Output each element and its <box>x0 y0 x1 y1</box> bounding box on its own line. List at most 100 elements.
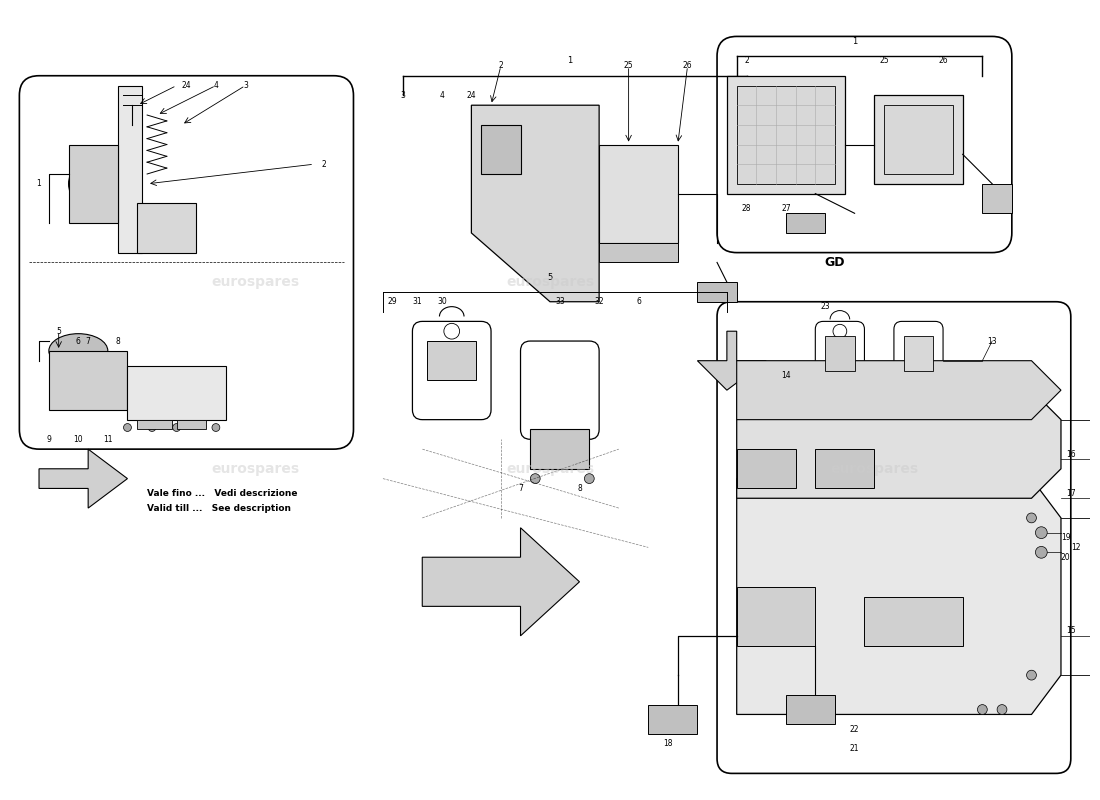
Text: 9: 9 <box>46 435 52 444</box>
Text: 1: 1 <box>36 179 42 188</box>
Bar <box>697 282 737 302</box>
Text: 1: 1 <box>566 57 572 66</box>
Polygon shape <box>697 331 767 390</box>
Polygon shape <box>737 390 1062 498</box>
Text: 25: 25 <box>624 62 634 70</box>
Circle shape <box>584 474 594 483</box>
Bar <box>785 214 825 233</box>
Text: 31: 31 <box>412 298 422 306</box>
Bar <box>904 336 933 370</box>
Text: 2: 2 <box>321 160 327 169</box>
Bar <box>884 106 953 174</box>
Text: 22: 22 <box>850 725 859 734</box>
Text: 21: 21 <box>850 744 859 754</box>
Bar <box>138 420 172 430</box>
Bar <box>648 705 697 734</box>
Bar <box>737 449 795 489</box>
Text: 11: 11 <box>103 435 112 444</box>
Bar <box>128 366 226 420</box>
Text: 12: 12 <box>1071 543 1080 552</box>
Text: 2: 2 <box>745 57 749 66</box>
Bar <box>427 341 476 380</box>
Circle shape <box>155 216 178 240</box>
Text: 26: 26 <box>683 62 692 70</box>
Bar <box>118 86 142 253</box>
Circle shape <box>1035 526 1047 538</box>
Text: 20: 20 <box>1062 553 1070 562</box>
Text: 24: 24 <box>466 91 476 100</box>
Text: 3: 3 <box>243 81 248 90</box>
Polygon shape <box>422 528 580 636</box>
Text: 14: 14 <box>781 371 791 380</box>
Bar <box>982 184 1012 214</box>
Circle shape <box>1026 513 1036 523</box>
Text: 5: 5 <box>548 273 552 282</box>
Circle shape <box>123 423 131 431</box>
Bar <box>737 586 815 646</box>
Text: 17: 17 <box>1066 489 1076 498</box>
Circle shape <box>173 423 180 431</box>
Text: 23: 23 <box>821 302 830 311</box>
Text: 16: 16 <box>1066 450 1076 458</box>
Text: 3: 3 <box>400 91 405 100</box>
Circle shape <box>530 474 540 483</box>
Circle shape <box>68 159 118 208</box>
Polygon shape <box>472 106 600 302</box>
Ellipse shape <box>48 334 108 368</box>
Circle shape <box>212 423 220 431</box>
Circle shape <box>444 323 460 339</box>
Text: 7: 7 <box>518 484 522 493</box>
Text: 32: 32 <box>594 298 604 306</box>
Text: eurospares: eurospares <box>211 462 299 476</box>
Text: 24: 24 <box>182 81 191 90</box>
Bar <box>727 76 845 194</box>
Text: 26: 26 <box>938 57 948 66</box>
Text: 6: 6 <box>76 337 80 346</box>
Text: 25: 25 <box>879 57 889 66</box>
Text: 18: 18 <box>663 739 673 749</box>
Bar <box>48 351 128 410</box>
Text: 19: 19 <box>1062 533 1070 542</box>
Text: 6: 6 <box>636 298 641 306</box>
Bar <box>600 145 678 242</box>
Bar <box>825 336 855 370</box>
Bar <box>177 420 206 430</box>
Bar <box>530 430 590 469</box>
Circle shape <box>833 324 847 338</box>
Text: 15: 15 <box>1066 626 1076 635</box>
Text: 4: 4 <box>213 81 218 90</box>
Circle shape <box>148 423 156 431</box>
Text: Valid till ...   See description: Valid till ... See description <box>147 503 292 513</box>
Bar <box>138 203 196 253</box>
Bar <box>815 449 875 489</box>
Text: 2: 2 <box>498 62 503 70</box>
Bar <box>785 694 835 724</box>
Bar <box>874 95 962 184</box>
Bar <box>737 86 835 184</box>
Text: 4: 4 <box>440 91 444 100</box>
Text: 13: 13 <box>988 337 997 346</box>
Circle shape <box>997 705 1006 714</box>
Polygon shape <box>737 361 1062 420</box>
Circle shape <box>978 705 988 714</box>
Bar <box>481 125 520 174</box>
Circle shape <box>1026 670 1036 680</box>
Text: eurospares: eurospares <box>506 462 594 476</box>
Text: 28: 28 <box>741 204 751 213</box>
Text: eurospares: eurospares <box>211 275 299 289</box>
Text: 30: 30 <box>437 298 447 306</box>
Bar <box>68 145 118 223</box>
Text: 7: 7 <box>86 337 90 346</box>
Text: 1: 1 <box>852 37 857 46</box>
Text: 29: 29 <box>388 298 397 306</box>
Circle shape <box>911 343 926 358</box>
Text: 8: 8 <box>578 484 582 493</box>
Text: 27: 27 <box>781 204 791 213</box>
Text: Vale fino ...   Vedi descrizione: Vale fino ... Vedi descrizione <box>147 489 298 498</box>
Text: 33: 33 <box>556 298 564 306</box>
Circle shape <box>84 174 103 194</box>
Text: 5: 5 <box>56 326 62 336</box>
Text: 8: 8 <box>116 337 120 346</box>
Text: eurospares: eurospares <box>506 275 594 289</box>
Polygon shape <box>39 449 128 508</box>
